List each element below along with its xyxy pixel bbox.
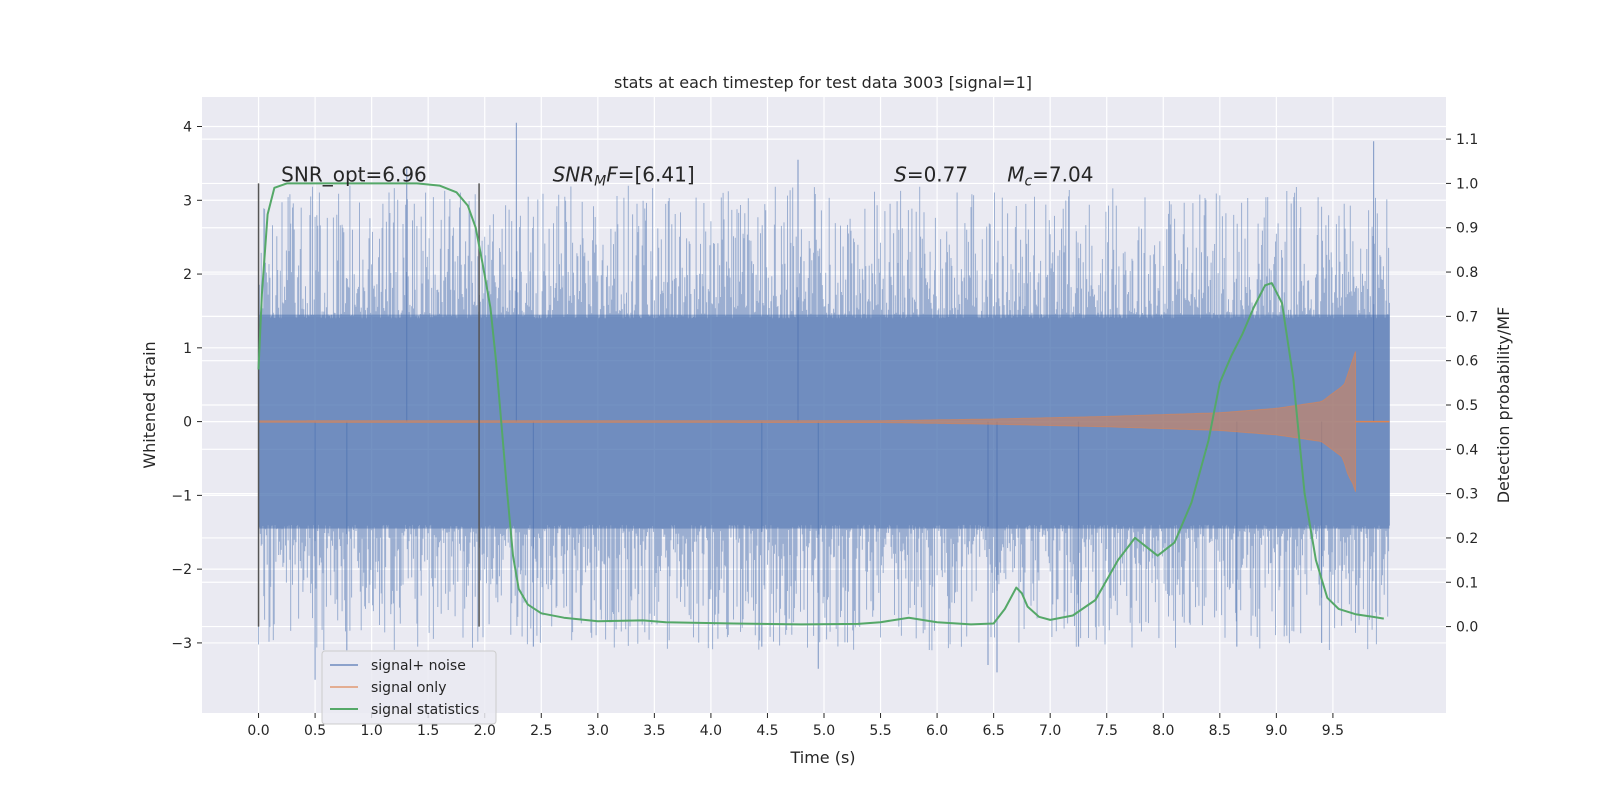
x-tick-label: 7.0: [1039, 723, 1061, 739]
x-tick-label: 5.0: [813, 723, 835, 739]
x-tick-label: 9.5: [1322, 723, 1344, 739]
x-tick-label: 0.0: [247, 723, 269, 739]
y2-tick-label: 0.9: [1456, 221, 1478, 237]
legend: signal+ noise signal only signal statistic…: [321, 650, 497, 725]
marker-lines: [257, 183, 480, 627]
x-tick-label: 4.5: [756, 723, 778, 739]
series-signal-statistics-trace: [257, 182, 1384, 626]
y-tick-label: −2: [171, 562, 192, 578]
annotations: SNR_opt=6.96 SNRMF=[6.41] S=0.77 Mc=7.04: [281, 162, 1093, 189]
y2-tick-label: 0.7: [1456, 309, 1478, 325]
x-tick-label: 6.0: [926, 723, 948, 739]
y-tick-label: −1: [171, 488, 192, 504]
x-tick-label: 8.0: [1152, 723, 1174, 739]
y2-tick-label: 1.1: [1456, 132, 1478, 148]
y2-tick-label: 0.2: [1456, 531, 1478, 547]
x-tick-label: 9.0: [1265, 723, 1287, 739]
x-tick-label: 3.0: [587, 723, 609, 739]
x-tick-label: 8.5: [1209, 723, 1231, 739]
y2-tick-label: 0.4: [1456, 442, 1478, 458]
x-tick-label: 2.0: [474, 723, 496, 739]
annotation-text: SNRMF=[6.41]: [553, 162, 695, 189]
y2-tick-label: 0.3: [1456, 487, 1478, 503]
y2-tick-label: 0.6: [1456, 354, 1478, 370]
y-tick-label: 3: [183, 193, 192, 209]
chart-title: stats at each timestep for test data 300…: [614, 73, 1032, 92]
x-tick-label: 6.5: [983, 723, 1005, 739]
x-tick-label: 7.5: [1096, 723, 1118, 739]
y2-tick-label: 0.1: [1456, 575, 1478, 591]
x-tick-label: 0.5: [304, 723, 326, 739]
x-tick-label: 4.0: [700, 723, 722, 739]
x-axis-ticks: 0.0 0.5 1.0 1.5 2.0 2.5 3.0 3.5 4.0 4.5 5.0 5.5 6.0 6…: [247, 713, 1344, 739]
y-tick-label: −3: [171, 636, 192, 652]
stats-line: [257, 182, 1384, 626]
x-axis-label: Time (s): [789, 748, 855, 767]
x-tick-label: 2.5: [530, 723, 552, 739]
legend-box: [321, 650, 497, 725]
y-tick-label: 0: [183, 415, 192, 431]
annotation-text: S=0.77: [894, 162, 968, 186]
chirp-envelope: [258, 351, 1356, 492]
y2-axis-label: Detection probability/MF: [1494, 307, 1513, 504]
annotation-text: Mc=7.04: [1007, 162, 1093, 189]
x-tick-label: 1.0: [361, 723, 383, 739]
y2-tick-label: 1.0: [1456, 176, 1478, 192]
y2-tick-label: 0.5: [1456, 398, 1478, 414]
legend-label: signal+ noise: [371, 658, 466, 674]
y-axis-label: Whitened strain: [140, 341, 159, 468]
y-tick-label: 2: [183, 267, 192, 283]
y-tick-label: 1: [183, 341, 192, 357]
series-signal-only-trace: [258, 351, 1390, 492]
y2-tick-label: 0.0: [1456, 620, 1478, 636]
x-tick-label: 3.5: [643, 723, 665, 739]
annotation-text: SNR_opt=6.96: [281, 162, 427, 186]
y-axis-ticks: −3 −2 −1 0 1 2 3 4: [171, 120, 202, 652]
legend-label: signal only: [371, 680, 446, 696]
legend-label: signal statistics: [371, 702, 479, 718]
y-tick-label: 4: [183, 120, 192, 136]
x-tick-label: 5.5: [869, 723, 891, 739]
x-tick-label: 1.5: [417, 723, 439, 739]
noise-extreme-peaks: [314, 122, 1375, 680]
y2-tick-label: 0.8: [1456, 265, 1478, 281]
y2-axis-ticks: 0.0 0.1 0.2 0.3 0.4 0.5 0.6 0.7 0.8 0.9 1.0 1.1: [1446, 132, 1478, 636]
